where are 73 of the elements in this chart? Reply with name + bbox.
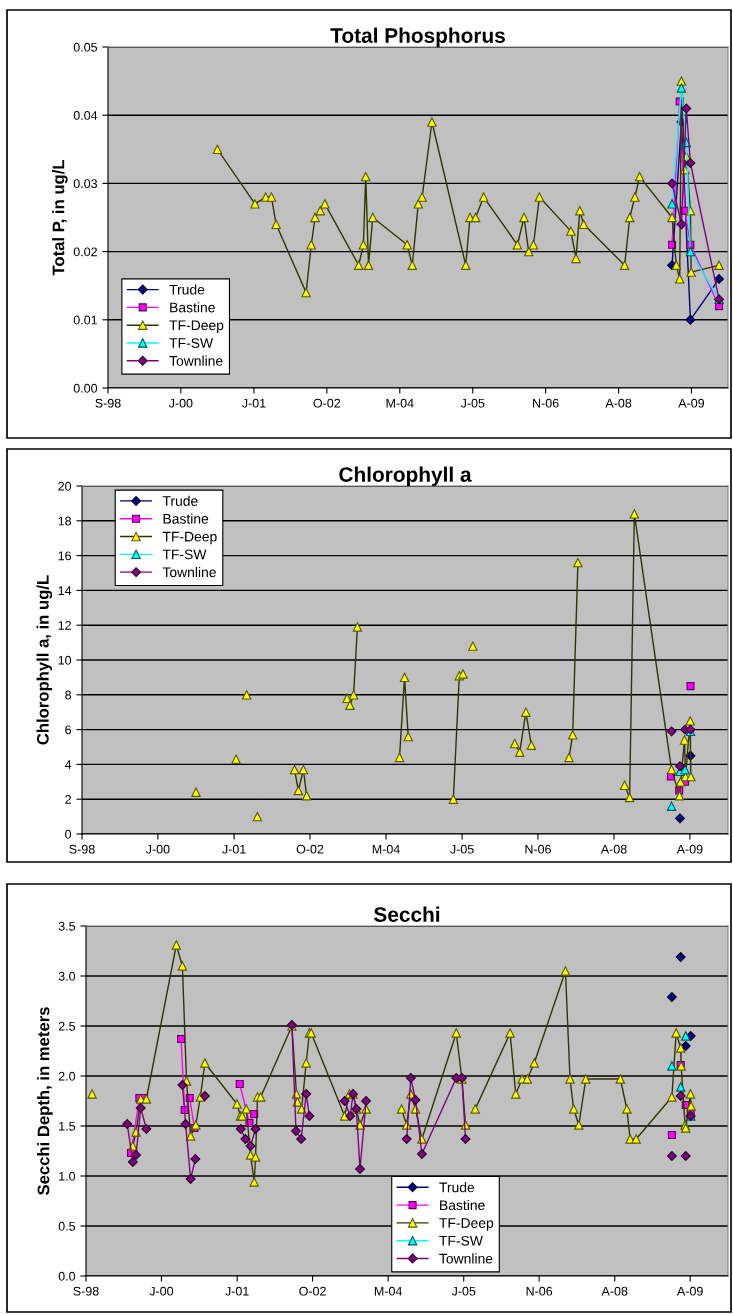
legend-label: Trude xyxy=(169,284,205,295)
x-tick-label: A-08 xyxy=(600,844,627,854)
x-tick-label: J-01 xyxy=(225,1286,249,1296)
y-tick-label: 0.03 xyxy=(73,179,98,189)
y-tick-label: 12 xyxy=(58,621,71,630)
x-tick-label: J-01 xyxy=(242,398,266,408)
y-tick-label: 10 xyxy=(58,655,72,665)
legend-label: TF-Deep xyxy=(162,531,217,545)
legend-label: Townline xyxy=(162,566,216,578)
y-tick-label: 0.05 xyxy=(73,42,98,52)
y-tick-label: 16 xyxy=(58,551,72,561)
y-axis-title: Secchi Depth, in meters xyxy=(37,1007,53,1195)
legend-label: TF-SW xyxy=(162,549,207,560)
x-tick-label: J-00 xyxy=(168,398,193,408)
x-tick-label: J-01 xyxy=(222,844,246,854)
x-tick-label: O-02 xyxy=(313,398,341,408)
x-tick-label: A-08 xyxy=(605,398,632,408)
x-tick-label: A-09 xyxy=(678,398,705,408)
y-tick-label: 4 xyxy=(64,760,72,769)
y-tick-label: 0.04 xyxy=(73,111,98,120)
legend-label: Bastine xyxy=(163,513,209,524)
y-tick-label: 8 xyxy=(65,690,72,700)
legend-label: Townline xyxy=(169,355,223,366)
y-tick-label: 0.02 xyxy=(73,247,97,257)
legend-label: TF-SW xyxy=(169,338,214,348)
x-tick-label: J-05 xyxy=(460,398,485,408)
chart-title: Chlorophyll a xyxy=(339,466,472,486)
x-tick-label: S-98 xyxy=(73,1286,99,1296)
x-tick-label: O-02 xyxy=(296,844,324,854)
x-tick-label: J-00 xyxy=(145,844,170,854)
x-tick-label: N-06 xyxy=(525,844,551,854)
y-tick-label: 2 xyxy=(65,795,71,804)
y-tick-label: 0.5 xyxy=(58,1221,76,1231)
legend-label: TF-Deep xyxy=(439,1218,494,1231)
y-tick-label: 0 xyxy=(65,829,72,839)
y-axis-title: Chlorophyll a, in ug/L xyxy=(36,575,53,745)
y-tick-label: 3.5 xyxy=(58,921,76,931)
x-tick-label: A-09 xyxy=(676,844,703,854)
x-tick-label: O-02 xyxy=(299,1286,326,1296)
y-axis-title: Total P, in ug/L xyxy=(52,159,68,276)
y-tick-label: 14 xyxy=(58,586,72,595)
x-tick-label: S-98 xyxy=(95,398,121,408)
legend-label: Trude xyxy=(162,495,198,506)
x-tick-label: J-05 xyxy=(451,1286,476,1296)
legend-label: Trude xyxy=(439,1182,475,1193)
x-tick-label: J-05 xyxy=(450,844,474,854)
x-tick-label: M-04 xyxy=(374,1286,403,1296)
y-tick-label: 0.00 xyxy=(73,383,98,393)
x-tick-label: N-06 xyxy=(533,398,559,408)
y-tick-label: 6 xyxy=(65,725,72,735)
y-tick-label: 1.5 xyxy=(59,1121,76,1131)
legend-label: Bastine xyxy=(170,302,215,313)
y-tick-label: 0.01 xyxy=(73,315,97,325)
y-tick-label: 2.5 xyxy=(58,1021,76,1031)
y-tick-label: 2.0 xyxy=(58,1071,76,1081)
chart-title: Total Phosphorus xyxy=(330,27,505,47)
x-tick-label: N-06 xyxy=(526,1286,553,1296)
x-tick-label: A-09 xyxy=(676,1286,703,1296)
legend-label: TF-Deep xyxy=(169,320,224,333)
x-tick-label: M-04 xyxy=(372,844,400,854)
legend-label: TF-SW xyxy=(439,1235,483,1246)
y-tick-label: 1.0 xyxy=(59,1171,76,1181)
legend-label: Townline xyxy=(439,1253,493,1264)
x-tick-label: A-08 xyxy=(601,1286,628,1296)
x-tick-label: S-98 xyxy=(69,844,95,854)
x-tick-label: J-00 xyxy=(149,1286,174,1296)
x-tick-label: M-04 xyxy=(386,398,414,408)
legend-label: Bastine xyxy=(440,1199,485,1211)
chart-title: Secchi xyxy=(374,906,440,922)
y-tick-label: 18 xyxy=(58,516,72,526)
y-tick-label: 0.0 xyxy=(58,1271,76,1281)
y-tick-label: 20 xyxy=(58,481,72,491)
y-tick-label: 3.0 xyxy=(58,971,76,981)
